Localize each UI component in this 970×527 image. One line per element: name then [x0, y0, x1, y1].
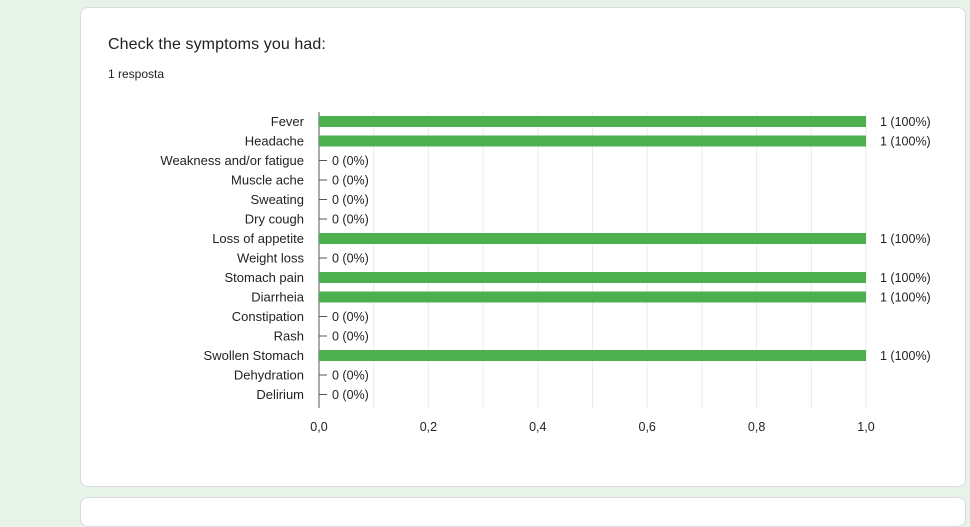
- symptoms-bar-chart: Fever 1 (100%) Headache 1 (100%) Weakness an…: [160, 112, 931, 434]
- data-label: 0 (0%): [332, 174, 369, 188]
- data-label: 0 (0%): [332, 369, 369, 383]
- data-label: 0 (0%): [332, 330, 369, 344]
- x-tick-label: 0,4: [529, 420, 546, 434]
- data-label: 1 (100%): [880, 115, 931, 129]
- category-label: Weakness and/or fatigue: [160, 153, 304, 168]
- x-tick-label: 0,6: [639, 420, 656, 434]
- category-label: Delirium: [256, 387, 304, 402]
- data-label: 0 (0%): [332, 310, 369, 324]
- x-tick-label: 0,0: [310, 420, 327, 434]
- data-label: 1 (100%): [880, 232, 931, 246]
- category-label: Loss of appetite: [212, 231, 304, 246]
- category-label: Constipation: [232, 309, 304, 324]
- category-label: Rash: [274, 329, 304, 344]
- category-label: Dry cough: [245, 212, 304, 227]
- data-label: 0 (0%): [332, 252, 369, 266]
- data-label: 0 (0%): [332, 213, 369, 227]
- category-label: Weight loss: [237, 251, 304, 266]
- bar: [319, 233, 866, 244]
- category-label: Headache: [245, 134, 304, 149]
- data-label: 0 (0%): [332, 388, 369, 402]
- response-count: 1 resposta: [108, 67, 165, 81]
- bar: [319, 350, 866, 361]
- data-label: 0 (0%): [332, 154, 369, 168]
- category-label: Stomach pain: [225, 270, 305, 285]
- category-label: Diarrheia: [251, 290, 305, 305]
- data-label: 1 (100%): [880, 271, 931, 285]
- bar: [319, 272, 866, 283]
- x-tick-label: 1,0: [857, 420, 874, 434]
- category-label: Muscle ache: [231, 173, 304, 188]
- question-title: Check the symptoms you had:: [108, 36, 326, 53]
- category-label: Fever: [271, 114, 305, 129]
- bar: [319, 116, 866, 127]
- bar: [319, 291, 866, 303]
- bar: [319, 135, 866, 147]
- data-label: 1 (100%): [880, 349, 931, 363]
- x-tick-label: 0,8: [748, 420, 765, 434]
- category-label: Sweating: [251, 192, 304, 207]
- data-label: 0 (0%): [332, 193, 369, 207]
- category-label: Swollen Stomach: [204, 348, 304, 363]
- x-tick-label: 0,2: [420, 420, 437, 434]
- category-label: Dehydration: [234, 368, 304, 383]
- question-card: Check the symptoms you had: 1 resposta: [80, 7, 966, 487]
- data-label: 1 (100%): [880, 135, 931, 149]
- data-label: 1 (100%): [880, 291, 931, 305]
